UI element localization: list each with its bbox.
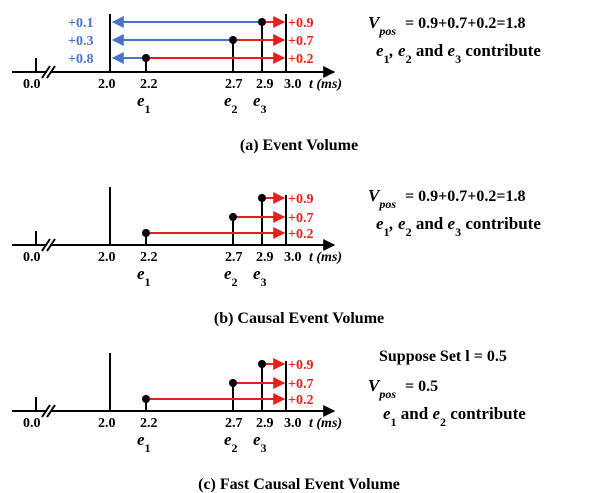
axis-break-mark	[46, 65, 56, 79]
tick-label: 3.0	[284, 77, 302, 92]
tick-label: 2.7	[225, 77, 243, 92]
event-dot	[229, 213, 237, 221]
vpos-symbol: Vpos	[368, 186, 396, 211]
axis-break-mark	[41, 65, 51, 79]
suppose-text: Suppose Set l = 0.5	[379, 348, 507, 365]
tick-label: 2.2	[140, 77, 158, 92]
event-dot	[258, 18, 266, 26]
contribute-text: e1 and e2 contribute	[383, 404, 526, 429]
axis-break-mark	[41, 404, 51, 418]
positive-polarity-label: +0.7	[288, 211, 313, 226]
positive-polarity-label: +0.9	[288, 192, 313, 207]
vpos-symbol: Vpos	[368, 376, 396, 401]
tick-label: 2.0	[98, 77, 116, 92]
tick-label: 2.9	[256, 416, 274, 431]
event-dot	[229, 379, 237, 387]
event-dot	[142, 229, 150, 237]
tick-label: 2.0	[98, 416, 116, 431]
negative-polarity-label: +0.8	[68, 52, 93, 67]
event-dot	[229, 36, 237, 44]
origin-label: 0.0	[23, 77, 41, 92]
event-name-e1: e1	[137, 264, 151, 289]
positive-polarity-label: +0.7	[288, 34, 313, 49]
tick-label: 2.7	[225, 416, 243, 431]
event-dot	[142, 54, 150, 62]
positive-polarity-label: +0.2	[288, 52, 313, 67]
panel-a: 0.0 2.0 2.2 2.7 2.9 3.0 t (ms) e1 e2 e3 +0.9 +0.7 +0…	[12, 13, 541, 154]
tick-label: 3.0	[284, 250, 302, 265]
axis-label: t (ms)	[309, 416, 342, 431]
negative-polarity-label: +0.3	[68, 34, 93, 49]
event-name-e1: e1	[137, 430, 151, 455]
panel-caption: (c) Fast Causal Event Volume	[198, 476, 400, 493]
tick-label: 2.9	[256, 77, 274, 92]
event-name-e3: e3	[253, 264, 267, 289]
positive-polarity-label: +0.2	[288, 227, 313, 242]
origin-label: 0.0	[23, 416, 41, 431]
contribute-text: e1, e2 and e3 contribute	[376, 214, 541, 239]
axis-break-mark	[46, 238, 56, 252]
panel-caption: (a) Event Volume	[240, 137, 358, 154]
axis-break-mark	[46, 404, 56, 418]
tick-label: 2.9	[256, 250, 274, 265]
event-name-e2: e2	[224, 264, 238, 289]
panel-caption: (b) Causal Event Volume	[214, 310, 384, 327]
event-name-e3: e3	[253, 91, 267, 116]
axis-break-mark	[41, 238, 51, 252]
tick-label: 2.7	[225, 250, 243, 265]
vpos-equation: = 0.9+0.7+0.2=1.8	[405, 188, 525, 205]
vpos-symbol: Vpos	[368, 13, 396, 38]
event-dot	[258, 360, 266, 368]
axis-label: t (ms)	[309, 77, 342, 92]
positive-polarity-label: +0.2	[288, 393, 313, 408]
contribute-text: e1, e2 and e3 contribute	[376, 41, 541, 66]
vpos-equation: = 0.5	[405, 378, 438, 395]
event-dot	[142, 395, 150, 403]
tick-label: 2.0	[98, 250, 116, 265]
event-name-e1: e1	[137, 91, 151, 116]
axis-label: t (ms)	[309, 250, 342, 265]
event-dot	[258, 194, 266, 202]
positive-polarity-label: +0.9	[288, 358, 313, 373]
negative-polarity-label: +0.1	[68, 16, 93, 31]
positive-polarity-label: +0.9	[288, 16, 313, 31]
event-name-e2: e2	[224, 430, 238, 455]
tick-label: 2.2	[140, 416, 158, 431]
tick-label: 2.2	[140, 250, 158, 265]
positive-polarity-label: +0.7	[288, 377, 313, 392]
origin-label: 0.0	[23, 250, 41, 265]
panel-b: 0.0 2.0 2.2 2.7 2.9 3.0 t (ms) e1 e2 e3 +0.9 +0.7+0…	[12, 186, 541, 327]
vpos-equation: = 0.9+0.7+0.2=1.8	[405, 15, 525, 32]
tick-label: 3.0	[284, 416, 302, 431]
panel-c: 0.0 2.0 2.2 2.7 2.9 3.0 t (ms) e1 e2 e3 +0.9 +0.7+0…	[12, 348, 526, 493]
event-name-e3: e3	[253, 430, 267, 455]
event-name-e2: e2	[224, 91, 238, 116]
